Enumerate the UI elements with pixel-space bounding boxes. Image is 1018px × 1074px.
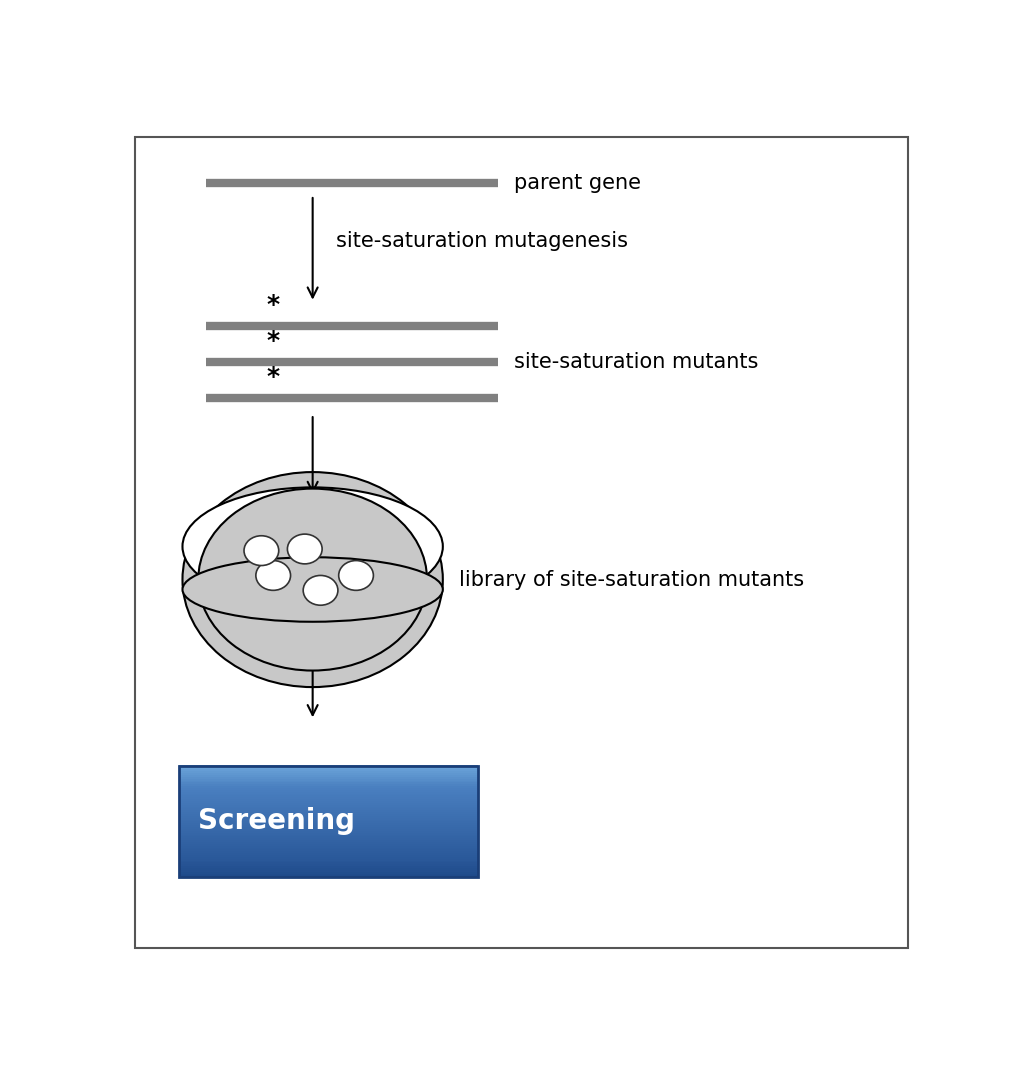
Bar — [178, 839, 478, 842]
Bar — [178, 798, 478, 801]
Bar — [178, 800, 478, 803]
Ellipse shape — [244, 536, 279, 566]
Bar — [178, 836, 478, 838]
Text: library of site-saturation mutants: library of site-saturation mutants — [458, 569, 804, 590]
Bar — [178, 808, 478, 810]
Ellipse shape — [182, 557, 443, 622]
Bar — [178, 866, 478, 868]
Bar — [178, 815, 478, 817]
Bar — [178, 766, 478, 877]
Ellipse shape — [339, 561, 374, 591]
Bar — [178, 828, 478, 831]
Bar — [178, 843, 478, 845]
Bar — [178, 767, 478, 769]
Bar — [178, 787, 478, 789]
Ellipse shape — [303, 576, 338, 606]
Bar — [178, 793, 478, 796]
Bar — [178, 830, 478, 832]
Bar — [178, 841, 478, 844]
Bar — [178, 802, 478, 804]
Ellipse shape — [182, 488, 443, 606]
Bar — [178, 806, 478, 809]
Text: *: * — [267, 329, 280, 353]
Bar — [178, 858, 478, 860]
Bar — [178, 863, 478, 866]
Bar — [178, 826, 478, 829]
Bar — [178, 774, 478, 777]
Bar — [178, 780, 478, 782]
Bar — [178, 782, 478, 784]
Bar — [178, 777, 478, 779]
Bar — [178, 810, 478, 812]
Bar — [178, 859, 478, 862]
Bar — [178, 873, 478, 875]
Text: parent gene: parent gene — [514, 173, 641, 192]
Bar — [178, 811, 478, 814]
Ellipse shape — [182, 473, 443, 687]
Bar — [178, 838, 478, 840]
Bar — [178, 874, 478, 877]
Bar — [178, 833, 478, 837]
Bar — [178, 769, 478, 771]
Bar — [178, 861, 478, 865]
Text: *: * — [267, 365, 280, 390]
Bar — [178, 789, 478, 792]
Bar — [178, 846, 478, 850]
Bar — [178, 821, 478, 824]
Bar — [178, 797, 478, 799]
Bar — [178, 854, 478, 857]
Bar — [178, 785, 478, 788]
Bar — [178, 795, 478, 797]
Bar — [178, 823, 478, 825]
Bar — [178, 851, 478, 853]
Bar — [178, 845, 478, 847]
Text: site-saturation mutants: site-saturation mutants — [514, 352, 758, 372]
Bar — [178, 853, 478, 855]
Bar — [178, 817, 478, 819]
Bar — [178, 772, 478, 775]
Bar — [178, 856, 478, 859]
Bar — [178, 813, 478, 816]
Bar — [178, 825, 478, 827]
Bar — [178, 848, 478, 852]
Bar — [178, 869, 478, 872]
Bar — [178, 867, 478, 870]
Ellipse shape — [256, 561, 290, 591]
Bar — [178, 818, 478, 822]
Bar — [178, 770, 478, 773]
Bar — [178, 790, 478, 794]
Bar — [178, 804, 478, 807]
Bar — [178, 765, 478, 768]
Ellipse shape — [287, 534, 322, 564]
Ellipse shape — [199, 489, 428, 670]
Bar — [178, 778, 478, 781]
Text: *: * — [267, 292, 280, 317]
Bar — [178, 871, 478, 873]
Text: Screening: Screening — [199, 807, 355, 836]
Text: site-saturation mutagenesis: site-saturation mutagenesis — [336, 231, 628, 250]
Bar — [178, 783, 478, 786]
Bar — [178, 831, 478, 834]
